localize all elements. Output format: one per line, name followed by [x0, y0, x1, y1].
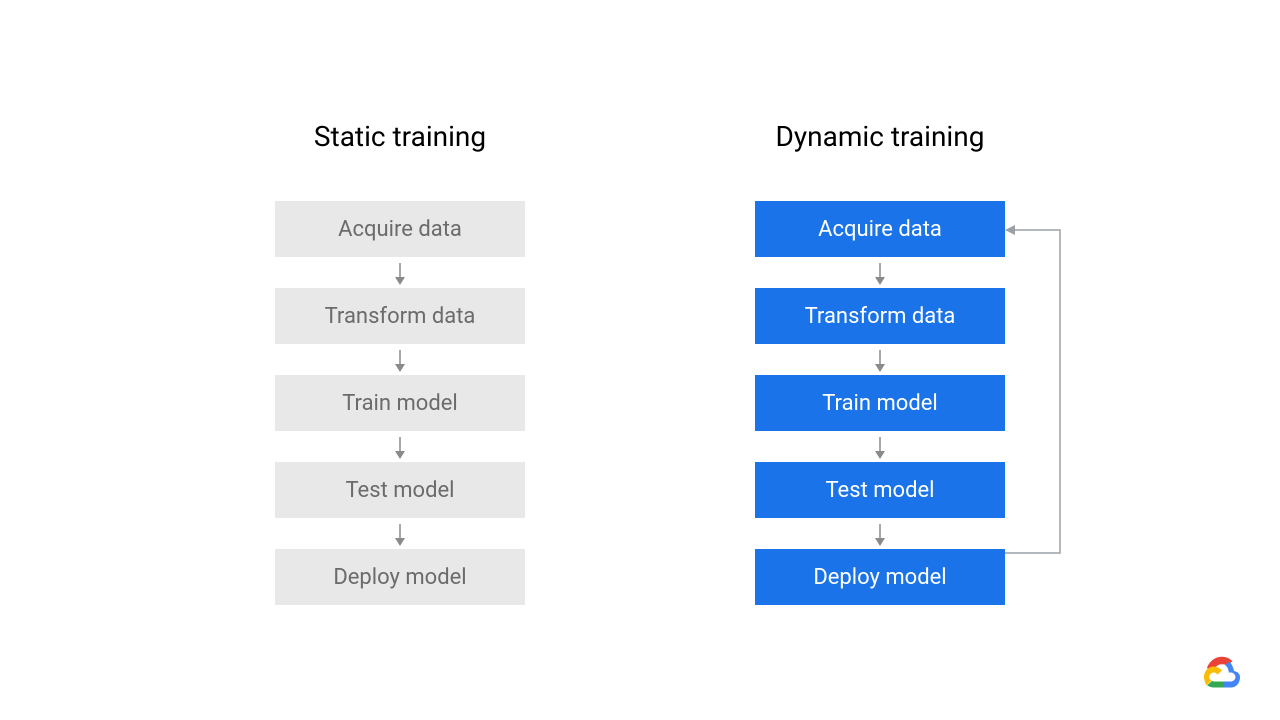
arrow-down-icon — [870, 518, 890, 549]
static-step-deploy: Deploy model — [275, 549, 525, 605]
diagram-container: Static training Acquire data Transform d… — [0, 0, 1280, 605]
dynamic-step-test: Test model — [755, 462, 1005, 518]
dynamic-step-acquire: Acquire data — [755, 201, 1005, 257]
step-label: Acquire data — [818, 217, 942, 242]
step-label: Train model — [822, 391, 938, 416]
arrow-down-icon — [390, 344, 410, 375]
arrow-down-icon — [870, 257, 890, 288]
step-label: Test model — [345, 478, 454, 503]
arrow-down-icon — [390, 431, 410, 462]
step-label: Transform data — [805, 304, 956, 329]
static-step-acquire: Acquire data — [275, 201, 525, 257]
arrow-down-icon — [870, 431, 890, 462]
feedback-loop-arrow — [1005, 208, 1067, 554]
static-step-train: Train model — [275, 375, 525, 431]
dynamic-step-transform: Transform data — [755, 288, 1005, 344]
step-label: Test model — [825, 478, 934, 503]
dynamic-step-train: Train model — [755, 375, 1005, 431]
static-training-column: Static training Acquire data Transform d… — [275, 120, 525, 605]
dynamic-title: Dynamic training — [776, 120, 985, 153]
step-label: Transform data — [325, 304, 476, 329]
static-step-transform: Transform data — [275, 288, 525, 344]
dynamic-training-column: Dynamic training Acquire data Transform … — [755, 120, 1005, 605]
arrow-down-icon — [870, 344, 890, 375]
arrow-down-icon — [390, 518, 410, 549]
static-step-test: Test model — [275, 462, 525, 518]
static-title: Static training — [314, 120, 486, 153]
step-label: Deploy model — [333, 565, 466, 590]
dynamic-step-deploy: Deploy model — [755, 549, 1005, 605]
google-cloud-icon — [1204, 656, 1240, 692]
step-label: Train model — [342, 391, 458, 416]
step-label: Deploy model — [813, 565, 946, 590]
arrow-down-icon — [390, 257, 410, 288]
step-label: Acquire data — [338, 217, 462, 242]
